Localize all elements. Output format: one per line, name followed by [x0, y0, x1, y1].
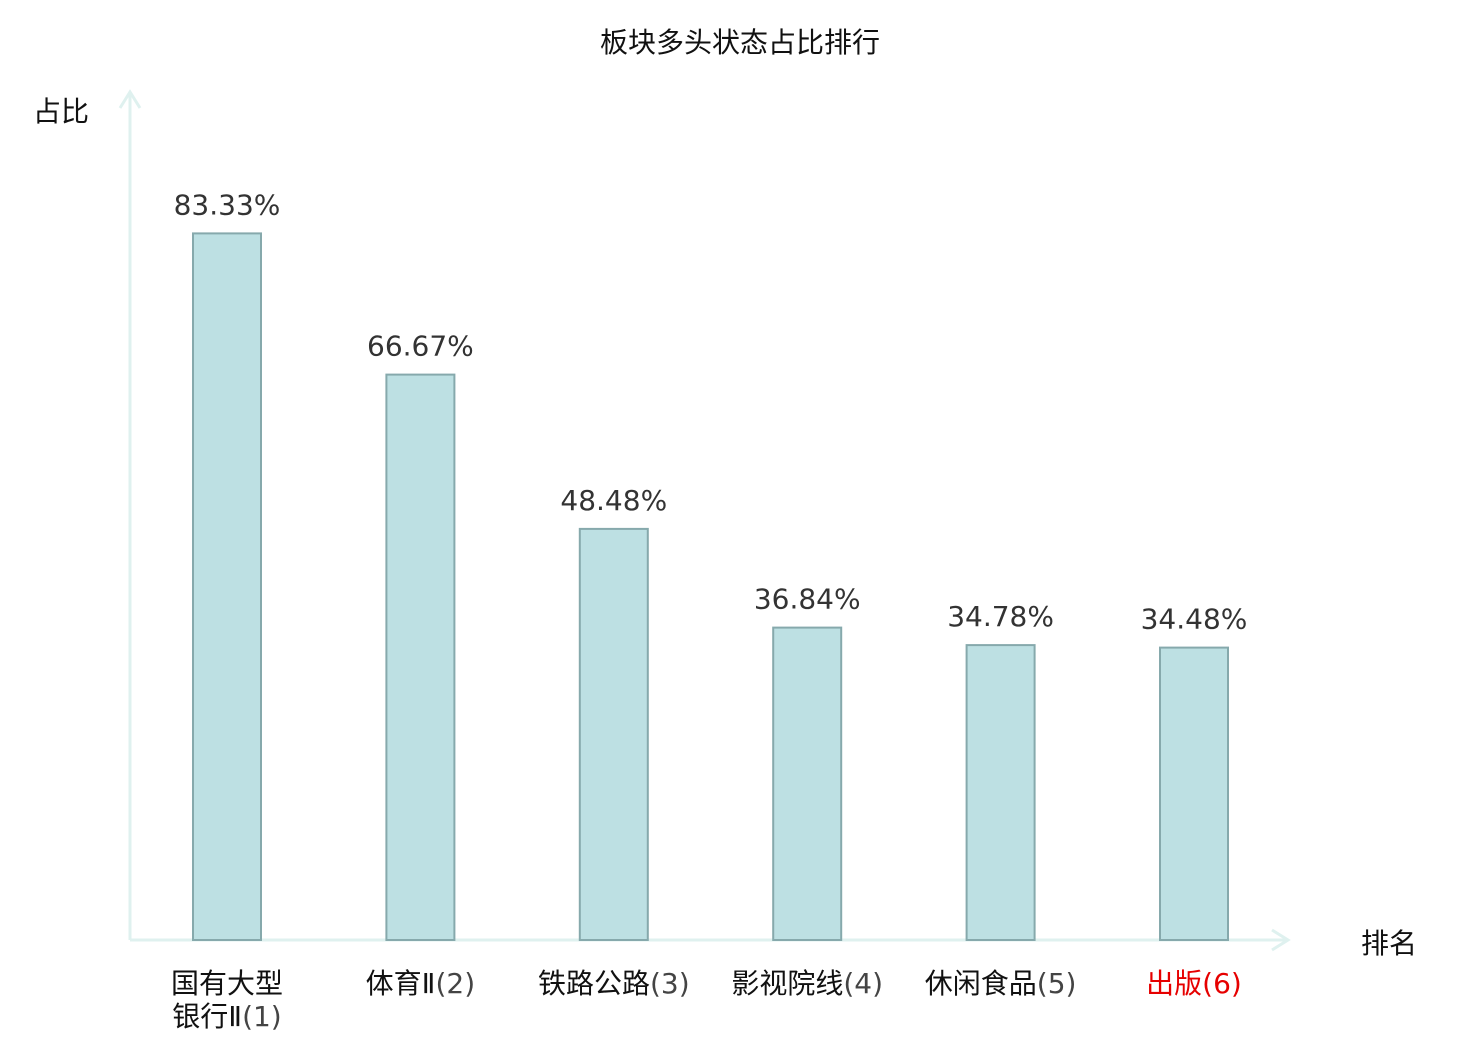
- chart-title: 板块多头状态占比排行: [600, 26, 880, 59]
- category-rank: (4): [843, 967, 883, 1000]
- bar-3: [578, 527, 649, 942]
- bar-1: [192, 232, 262, 941]
- category-rank: (1): [242, 1000, 282, 1033]
- value-label-2: 66.67%: [367, 330, 474, 363]
- category-label-3: 铁路公路(3): [538, 967, 690, 1000]
- category-name: 国有大型: [171, 967, 283, 1000]
- category-label-2: 体育Ⅱ(2): [366, 967, 475, 1000]
- value-labels: 83.33% 66.67% 48.48% 36.84% 34.78% 34.48%: [174, 188, 1248, 635]
- x-axis-label: 排名: [1361, 927, 1417, 960]
- category-name: 铁路公路: [538, 967, 650, 1000]
- y-axis-arrow-icon: [118, 89, 142, 109]
- value-label-1: 83.33%: [174, 188, 281, 221]
- category-name: 休闲食品: [925, 967, 1037, 1000]
- value-label-5: 34.78%: [947, 600, 1054, 633]
- category-rank: (3): [650, 967, 690, 1000]
- x-axis-arrow-icon: [1271, 928, 1291, 952]
- value-label-6: 34.48%: [1141, 603, 1248, 636]
- category-name: 体育Ⅱ: [366, 967, 436, 1000]
- bars: [192, 232, 1229, 942]
- bar-5: [965, 644, 1036, 941]
- value-label-4: 36.84%: [754, 583, 861, 616]
- category-label-1-line-1: 国有大型: [171, 967, 283, 1000]
- category-name: 银行Ⅱ: [172, 1000, 242, 1033]
- category-name: 影视院线: [731, 967, 843, 1000]
- category-rank: (5): [1037, 967, 1077, 1000]
- bar-2: [385, 373, 456, 942]
- bar-6: [1159, 646, 1229, 941]
- category-rank: (2): [435, 967, 475, 1000]
- y-axis-label: 占比: [33, 95, 89, 128]
- bar-4: [772, 626, 843, 941]
- category-label-1-line-2: 银行Ⅱ(1): [172, 1000, 281, 1033]
- category-label-4: 影视院线(4): [731, 967, 883, 1000]
- category-label-6: 出版(6): [1146, 967, 1242, 1000]
- value-label-3: 48.48%: [560, 484, 667, 517]
- axes: [118, 89, 1291, 952]
- category-label-5: 休闲食品(5): [925, 967, 1077, 1000]
- category-rank: (6): [1202, 967, 1242, 1000]
- category-name: 出版: [1146, 967, 1202, 1000]
